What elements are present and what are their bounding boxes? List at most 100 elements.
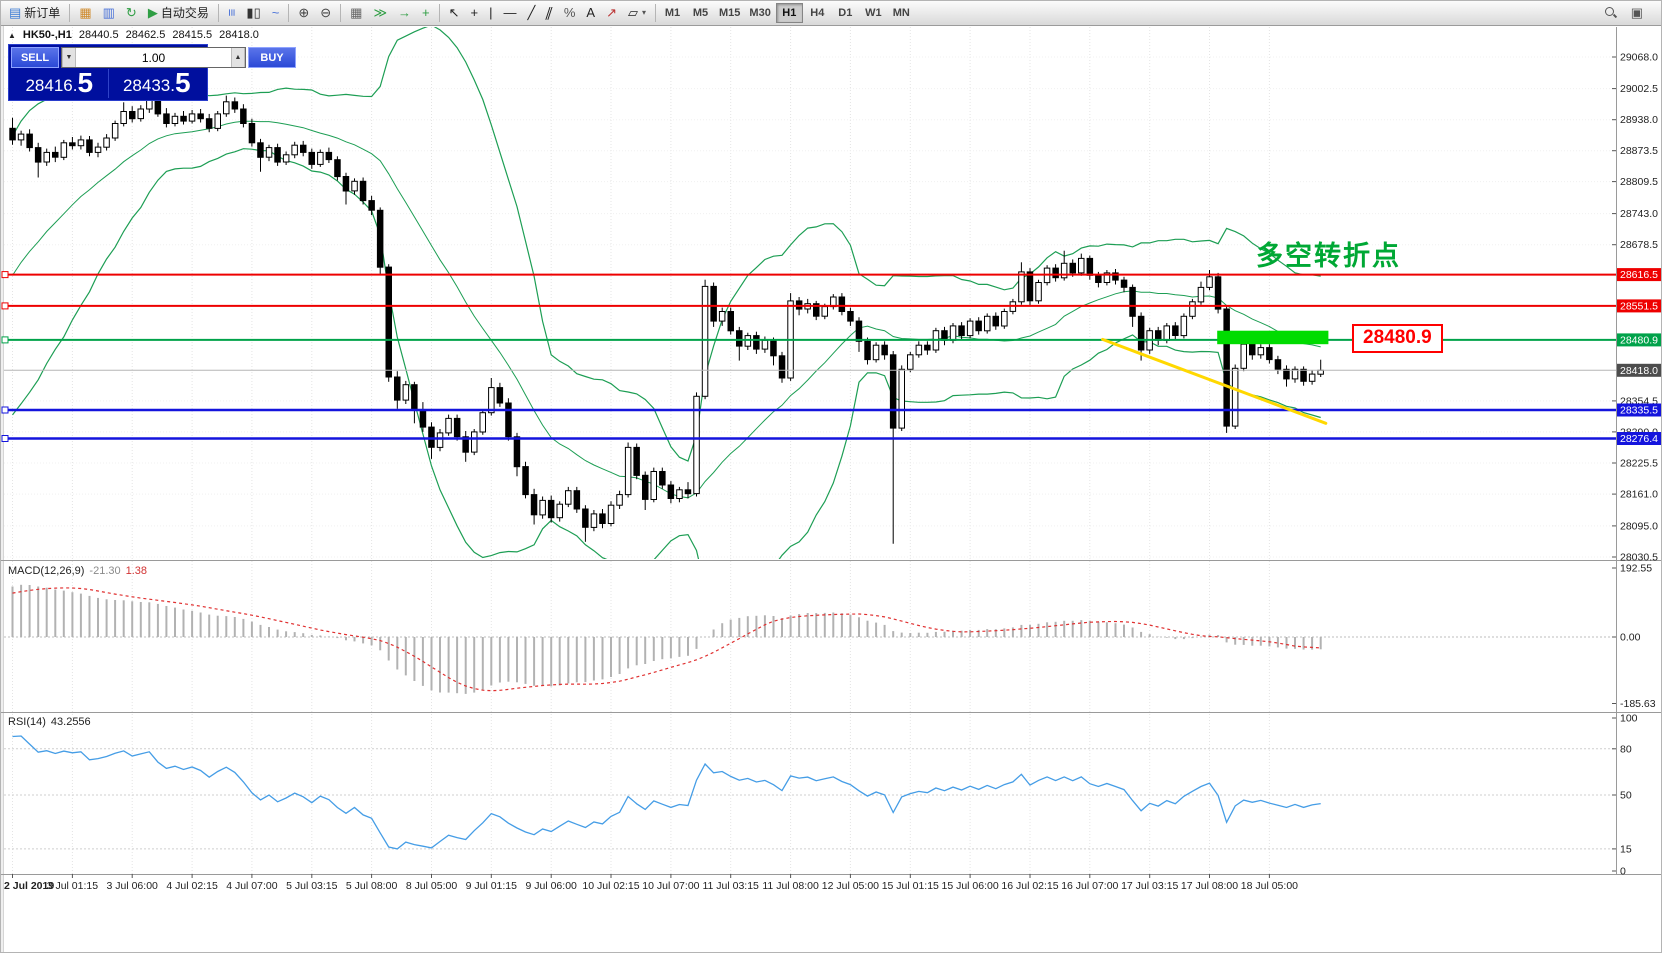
svg-text:10 Jul 02:15: 10 Jul 02:15 <box>582 880 639 892</box>
svg-text:5 Jul 03:15: 5 Jul 03:15 <box>286 880 338 892</box>
svg-text:5 Jul 08:00: 5 Jul 08:00 <box>346 880 398 892</box>
bollinger-bands <box>11 27 1321 559</box>
chart-shift-button[interactable]: → <box>393 2 416 24</box>
rsi-axis-labels: 100 80 50 15 0 <box>1612 713 1638 878</box>
trendline-button[interactable]: ╱ <box>523 2 541 24</box>
vertical-line-icon: | <box>489 5 493 20</box>
search-button[interactable] <box>1599 2 1622 24</box>
shapes-button[interactable]: ▱ ▾ <box>623 2 651 24</box>
profiles-button[interactable]: ▥ <box>98 2 120 24</box>
auto-trading-button[interactable]: ▶ 自动交易 <box>143 2 214 24</box>
crosshair-button[interactable]: + <box>466 2 484 24</box>
candlestick-chart-button[interactable]: ▮▯ <box>241 2 265 24</box>
candles-layer <box>9 94 1324 544</box>
zoom-in-button[interactable]: ⊕ <box>293 2 314 24</box>
macd-signal-value: 1.38 <box>125 565 148 577</box>
vertical-line-button[interactable]: | <box>484 2 497 24</box>
chart-symbol-period: HK50-,H1 <box>22 29 72 41</box>
cursor-icon: ↖ <box>448 5 460 20</box>
toolbar-separator <box>438 3 440 22</box>
price-callout[interactable]: 28480.9 <box>1352 324 1443 353</box>
refresh-button[interactable]: ↻ <box>121 2 142 24</box>
svg-text:3 Jul 01:15: 3 Jul 01:15 <box>47 880 99 892</box>
rsi-label-text: RSI(14) <box>8 716 46 728</box>
timeframe-mn[interactable]: MN <box>888 3 915 23</box>
rsi-indicator-label: RSI(14) 43.2556 <box>8 716 91 728</box>
bar-chart-button[interactable]: ≡ <box>223 2 241 24</box>
horizontal-line-button[interactable]: — <box>499 2 522 24</box>
svg-text:12 Jul 05:00: 12 Jul 05:00 <box>822 880 879 892</box>
svg-text:18 Jul 05:00: 18 Jul 05:00 <box>1241 880 1298 892</box>
window-layout-button[interactable]: ▣ <box>1626 2 1648 24</box>
volume-input[interactable] <box>76 48 231 67</box>
timeframe-m1[interactable]: M1 <box>659 3 686 23</box>
candlestick-chart-icon: ▮▯ <box>246 5 261 20</box>
timeframe-w1[interactable]: W1 <box>860 3 887 23</box>
cursor-button[interactable]: ↖ <box>444 2 465 24</box>
pane-separators <box>0 560 1662 875</box>
macd-pane <box>4 584 1616 694</box>
fibonacci-button[interactable]: % <box>559 2 581 24</box>
timeframe-h1[interactable]: H1 <box>775 2 803 23</box>
tile-windows-button[interactable]: ▦ <box>345 2 367 24</box>
turning-point-annotation[interactable]: 多空转折点 <box>1256 241 1401 271</box>
sell-button[interactable]: SELL <box>11 47 59 68</box>
new-order-icon: ▤ <box>9 5 22 20</box>
svg-text:80: 80 <box>1620 743 1632 755</box>
timeframe-m5[interactable]: M5 <box>687 3 714 23</box>
volume-up-button[interactable]: ▲ <box>231 48 245 67</box>
volume-down-button[interactable]: ▼ <box>62 48 76 67</box>
bar-chart-icon: ≡ <box>224 8 240 17</box>
macd-signal-line <box>12 587 1321 692</box>
svg-text:192.55: 192.55 <box>1620 563 1652 575</box>
svg-text:29068.0: 29068.0 <box>1620 52 1658 64</box>
sell-price[interactable]: 28416. 5 <box>11 67 109 99</box>
ohlc-high: 28462.5 <box>125 29 166 41</box>
highlight-zone[interactable] <box>1217 330 1329 345</box>
main-toolbar: ▤ 新订单 ▦ ▥ ↻ ▶ 自动交易 ≡ ▮▯ ~ ⊕ ⊖ ▦ ≫ → + ↖ + | — ╱ ∥% A ↗ ▱ ▾ M1 M5 M1… <box>0 0 1662 26</box>
timeframe-h4[interactable]: H4 <box>804 3 831 23</box>
auto-trading-icon: ▶ <box>147 5 158 20</box>
one-click-collapse-icon[interactable]: ▲ <box>8 30 16 40</box>
zoom-out-button[interactable]: ⊖ <box>315 2 336 24</box>
sell-price-main: 28416. <box>25 76 78 96</box>
trend-line[interactable] <box>1101 337 1328 425</box>
svg-text:28225.5: 28225.5 <box>1620 458 1658 470</box>
rsi-value: 43.2556 <box>50 716 91 728</box>
svg-text:16 Jul 02:15: 16 Jul 02:15 <box>1001 880 1058 892</box>
price-axis-labels: 29068.0 29002.5 28938.0 28873.5 28809.5 28743… <box>1612 52 1661 564</box>
indicators-button[interactable]: + <box>417 2 435 24</box>
auto-scroll-icon: ≫ <box>373 5 388 20</box>
text-button[interactable]: A <box>581 2 600 24</box>
buy-price-main: 28433. <box>122 76 175 96</box>
timeframe-m30[interactable]: M30 <box>745 3 774 23</box>
svg-text:16 Jul 07:00: 16 Jul 07:00 <box>1061 880 1118 892</box>
svg-text:28095.0: 28095.0 <box>1620 520 1658 532</box>
horizontal-level-lines[interactable] <box>1 271 1616 442</box>
svg-text:2 Jul 2019: 2 Jul 2019 <box>4 880 54 892</box>
channel-button[interactable]: ∥ <box>541 2 558 24</box>
chart-shift-icon: → <box>398 5 412 20</box>
timeframe-m15[interactable]: M15 <box>715 3 744 23</box>
arrows-button[interactable]: ↗ <box>601 2 622 24</box>
macd-indicator-label: MACD(12,26,9) -21.30 1.38 <box>8 565 147 577</box>
sell-price-frac: 5 <box>77 67 94 98</box>
svg-text:50: 50 <box>1620 790 1632 802</box>
svg-text:17 Jul 03:15: 17 Jul 03:15 <box>1121 880 1178 892</box>
shapes-dropdown-icon: ▾ <box>642 8 647 17</box>
timeframe-d1[interactable]: D1 <box>832 3 859 23</box>
window-left-border <box>0 26 4 953</box>
svg-text:-185.63: -185.63 <box>1620 698 1656 710</box>
refresh-icon: ↻ <box>125 5 137 20</box>
buy-button[interactable]: BUY <box>248 47 296 68</box>
new-chart-button[interactable]: ▦ <box>74 2 96 24</box>
buy-price[interactable]: 28433. 5 <box>109 68 206 98</box>
horizontal-line-icon: — <box>503 5 517 20</box>
new-order-button[interactable]: ▤ 新订单 <box>4 2 65 24</box>
new-order-label: 新订单 <box>24 6 61 20</box>
line-chart-button[interactable]: ~ <box>267 2 285 24</box>
channel-icon: ∥ <box>543 5 556 20</box>
auto-scroll-button[interactable]: ≫ <box>368 2 392 24</box>
